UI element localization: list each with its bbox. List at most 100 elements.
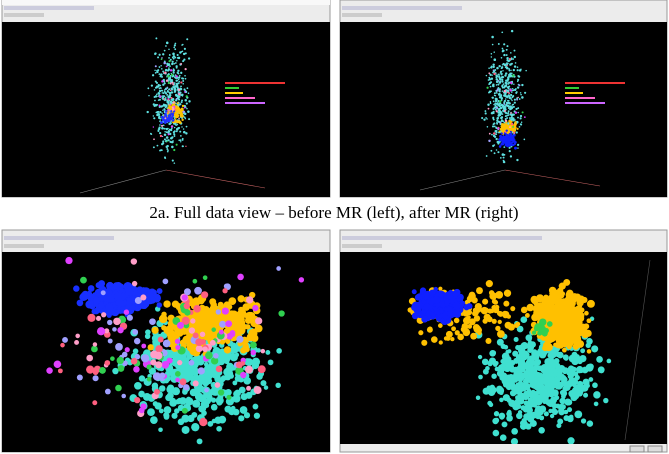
legend-item (225, 87, 239, 89)
point (178, 81, 180, 83)
legend-item (565, 92, 583, 94)
point (510, 136, 512, 138)
point (87, 314, 95, 322)
point (205, 398, 211, 404)
point (499, 135, 502, 138)
point (96, 282, 102, 288)
point (218, 389, 224, 395)
point (178, 83, 180, 85)
point (510, 131, 512, 133)
point (150, 133, 152, 135)
point (498, 65, 500, 67)
point (454, 318, 460, 324)
button[interactable] (630, 446, 644, 452)
point (550, 327, 557, 334)
point (177, 57, 179, 59)
point (164, 134, 167, 137)
button[interactable] (648, 446, 662, 452)
point (248, 329, 257, 338)
point (564, 398, 571, 405)
point (162, 110, 164, 112)
point (218, 416, 226, 424)
point (544, 411, 549, 416)
point (167, 112, 169, 114)
point (502, 105, 504, 107)
point (153, 115, 154, 116)
point (179, 51, 181, 53)
point (175, 345, 180, 350)
point (543, 366, 551, 374)
legend-item (565, 87, 579, 89)
point (96, 316, 101, 321)
point (148, 344, 154, 350)
point (506, 134, 508, 136)
point (488, 140, 490, 142)
point (159, 87, 161, 89)
point (179, 75, 181, 77)
point (538, 395, 544, 401)
point (523, 139, 525, 141)
point (235, 375, 242, 382)
point (501, 31, 503, 33)
point (147, 408, 155, 416)
point (186, 87, 188, 89)
point (525, 313, 530, 318)
point (499, 101, 500, 102)
point (170, 82, 172, 84)
point (182, 105, 184, 107)
point (163, 62, 166, 65)
point (508, 110, 510, 112)
point (133, 366, 139, 372)
point (93, 342, 97, 346)
point (172, 70, 174, 72)
point (512, 58, 514, 60)
point (88, 285, 95, 292)
point (184, 288, 191, 295)
point (473, 324, 480, 331)
point (166, 42, 169, 45)
point (167, 69, 169, 71)
point (167, 358, 173, 364)
point (514, 56, 516, 58)
point (514, 139, 516, 141)
point (509, 118, 511, 120)
point (543, 380, 548, 385)
point (455, 330, 460, 335)
point (509, 126, 511, 128)
point (537, 365, 543, 371)
point (586, 343, 591, 348)
point (217, 400, 223, 406)
point (219, 330, 224, 335)
point (275, 383, 280, 388)
point (453, 302, 460, 309)
point (487, 308, 492, 313)
point (161, 143, 163, 145)
point (489, 350, 496, 357)
point (166, 63, 168, 65)
point (230, 332, 235, 337)
point (182, 111, 185, 114)
point (107, 313, 112, 318)
point (491, 56, 492, 57)
point (574, 306, 582, 314)
point (543, 310, 550, 317)
point (161, 112, 163, 114)
point (201, 291, 208, 298)
point (501, 125, 503, 127)
point (513, 69, 515, 71)
point (450, 337, 454, 341)
point (115, 385, 122, 392)
point (543, 341, 551, 349)
point (167, 128, 169, 130)
point (489, 74, 491, 76)
point (517, 144, 519, 146)
point (158, 73, 160, 75)
point (203, 275, 208, 280)
point (493, 51, 494, 52)
point (501, 57, 503, 59)
point (510, 70, 511, 71)
point (545, 386, 550, 391)
point (132, 281, 137, 286)
point (509, 147, 511, 149)
point (239, 387, 246, 394)
